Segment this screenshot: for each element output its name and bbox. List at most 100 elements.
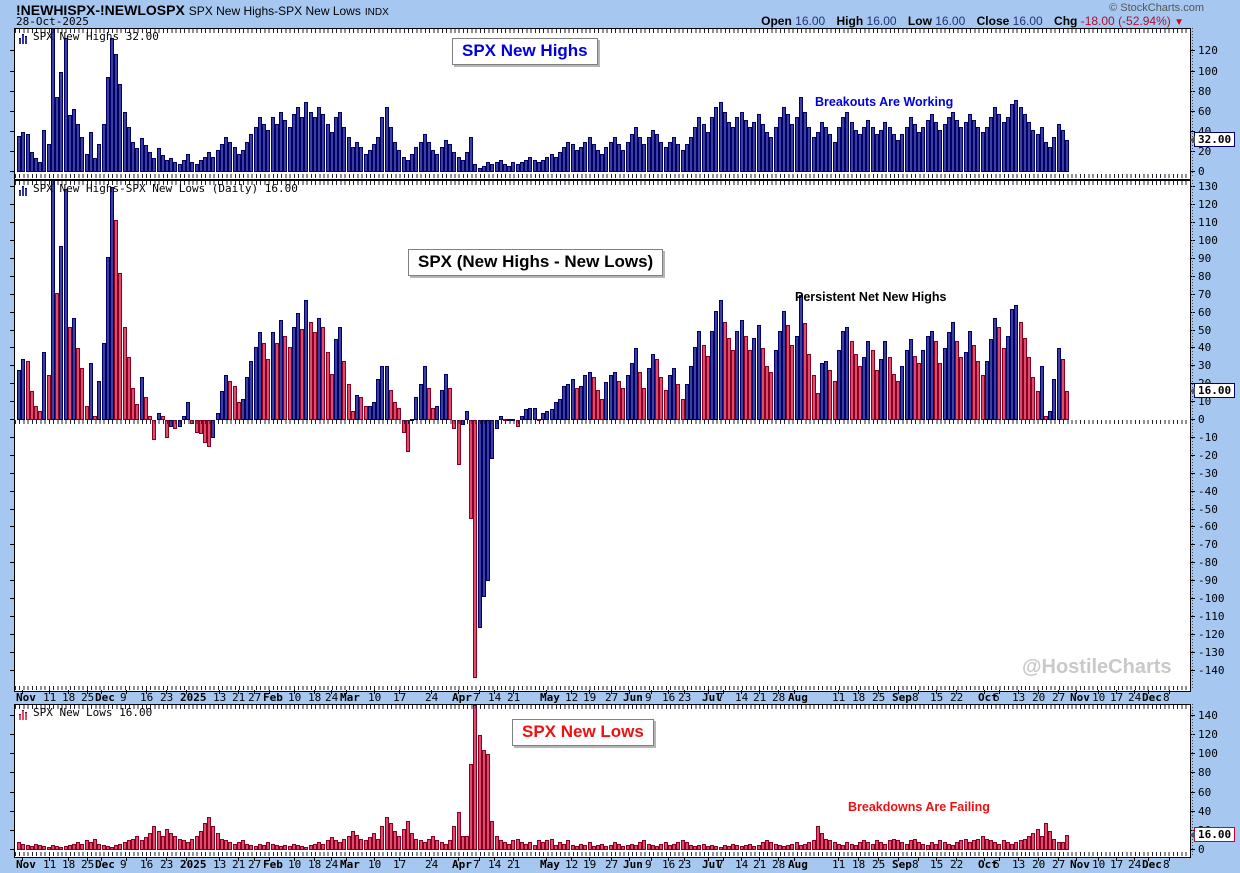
data-bar xyxy=(790,344,795,420)
data-bar xyxy=(152,157,157,172)
data-bar xyxy=(731,350,736,420)
x-axis-label: 17 xyxy=(393,691,407,704)
data-bar xyxy=(308,111,313,172)
data-bar xyxy=(650,845,655,850)
x-axis-tick xyxy=(611,857,612,861)
data-bar xyxy=(333,339,338,420)
x-axis-tick xyxy=(22,857,23,861)
y-axis-label: -130 xyxy=(1198,645,1225,659)
data-bar xyxy=(173,161,178,172)
x-axis-label: 9 xyxy=(645,858,652,871)
data-bar xyxy=(832,141,837,172)
data-bar xyxy=(769,136,774,172)
x-axis-label: 18 xyxy=(852,858,866,871)
data-bar xyxy=(101,343,106,420)
x-axis-tick xyxy=(589,690,590,694)
data-bar xyxy=(967,113,972,172)
data-bar xyxy=(617,844,622,850)
x-axis-label: 14 xyxy=(488,691,502,704)
y-axis-tick xyxy=(10,580,14,582)
data-bar xyxy=(959,357,964,420)
data-bar xyxy=(1039,126,1044,172)
x-axis-tick xyxy=(741,690,742,694)
data-bar xyxy=(519,161,524,172)
data-bar xyxy=(359,146,364,172)
y-axis-tick xyxy=(10,772,14,774)
x-axis-tick xyxy=(479,857,480,861)
data-bar xyxy=(980,375,985,421)
x-axis-label: 10 xyxy=(368,691,382,704)
data-bar xyxy=(929,842,934,850)
data-bar xyxy=(21,844,26,850)
data-bar xyxy=(321,844,326,850)
down-arrow-icon: ▼ xyxy=(1174,17,1184,28)
data-bar xyxy=(1035,391,1040,420)
x-axis-label: 24 xyxy=(325,691,339,704)
y-axis-tick xyxy=(1191,490,1195,492)
data-bar xyxy=(376,136,381,172)
x-axis-label: 12 xyxy=(565,858,579,871)
x-axis-tick xyxy=(68,690,69,694)
x-axis-label: Sep xyxy=(892,691,912,704)
data-bar xyxy=(456,811,461,850)
data-bar xyxy=(93,157,98,172)
x-axis-tick xyxy=(708,690,709,694)
x-axis-tick xyxy=(513,857,514,861)
y-axis-tick xyxy=(10,240,14,241)
data-bar xyxy=(46,847,51,850)
data-bar xyxy=(169,157,174,172)
data-bar xyxy=(858,133,862,172)
data-bar xyxy=(841,845,846,850)
data-bar xyxy=(477,168,482,172)
data-bar xyxy=(642,387,647,420)
data-bar xyxy=(80,844,85,850)
y-axis-tick xyxy=(1191,849,1195,850)
x-axis-tick xyxy=(589,857,590,861)
x-axis-tick xyxy=(546,690,547,694)
x-axis-tick xyxy=(374,690,375,694)
data-bar xyxy=(110,38,114,172)
y-axis-label: 80 xyxy=(1198,269,1212,283)
data-bar xyxy=(997,326,1002,420)
data-bar xyxy=(815,131,820,172)
x-axis-label: 27 xyxy=(605,691,619,704)
data-bar xyxy=(1018,321,1023,421)
x-axis-tick xyxy=(1076,690,1077,694)
data-bar xyxy=(591,377,596,420)
data-bar xyxy=(355,394,360,420)
data-bar xyxy=(938,362,943,420)
x-axis-tick xyxy=(331,857,332,861)
x-axis-label: 10 xyxy=(368,858,382,871)
data-bar xyxy=(118,273,123,420)
data-bar xyxy=(249,133,254,172)
data-bar xyxy=(431,835,436,850)
data-bar xyxy=(655,846,660,850)
data-bar xyxy=(908,840,913,850)
data-bar xyxy=(435,840,440,850)
data-bar xyxy=(967,842,972,850)
data-bar xyxy=(177,164,182,172)
data-bar xyxy=(304,847,309,850)
x-axis-label: 24 xyxy=(1128,858,1142,871)
data-bar xyxy=(384,816,389,850)
data-bar xyxy=(765,366,769,420)
data-bar xyxy=(557,842,562,850)
x-axis-tick xyxy=(1148,690,1149,694)
x-axis-tick xyxy=(629,690,630,694)
y-axis-tick xyxy=(1191,526,1195,528)
data-bar xyxy=(215,149,220,172)
data-bar xyxy=(494,161,499,172)
x-axis-tick xyxy=(49,857,50,861)
data-bar xyxy=(765,131,769,172)
x-axis-label: 14 xyxy=(488,858,502,871)
data-bar xyxy=(486,161,491,172)
data-bar xyxy=(118,83,123,172)
data-bar xyxy=(308,845,313,850)
data-bar xyxy=(557,151,562,172)
open-label: Open xyxy=(761,14,792,28)
data-bar xyxy=(667,845,672,850)
x-axis-label: 19 xyxy=(583,858,597,871)
y-axis-tick xyxy=(1191,669,1195,671)
data-bar xyxy=(33,157,38,172)
data-bar xyxy=(291,326,296,420)
